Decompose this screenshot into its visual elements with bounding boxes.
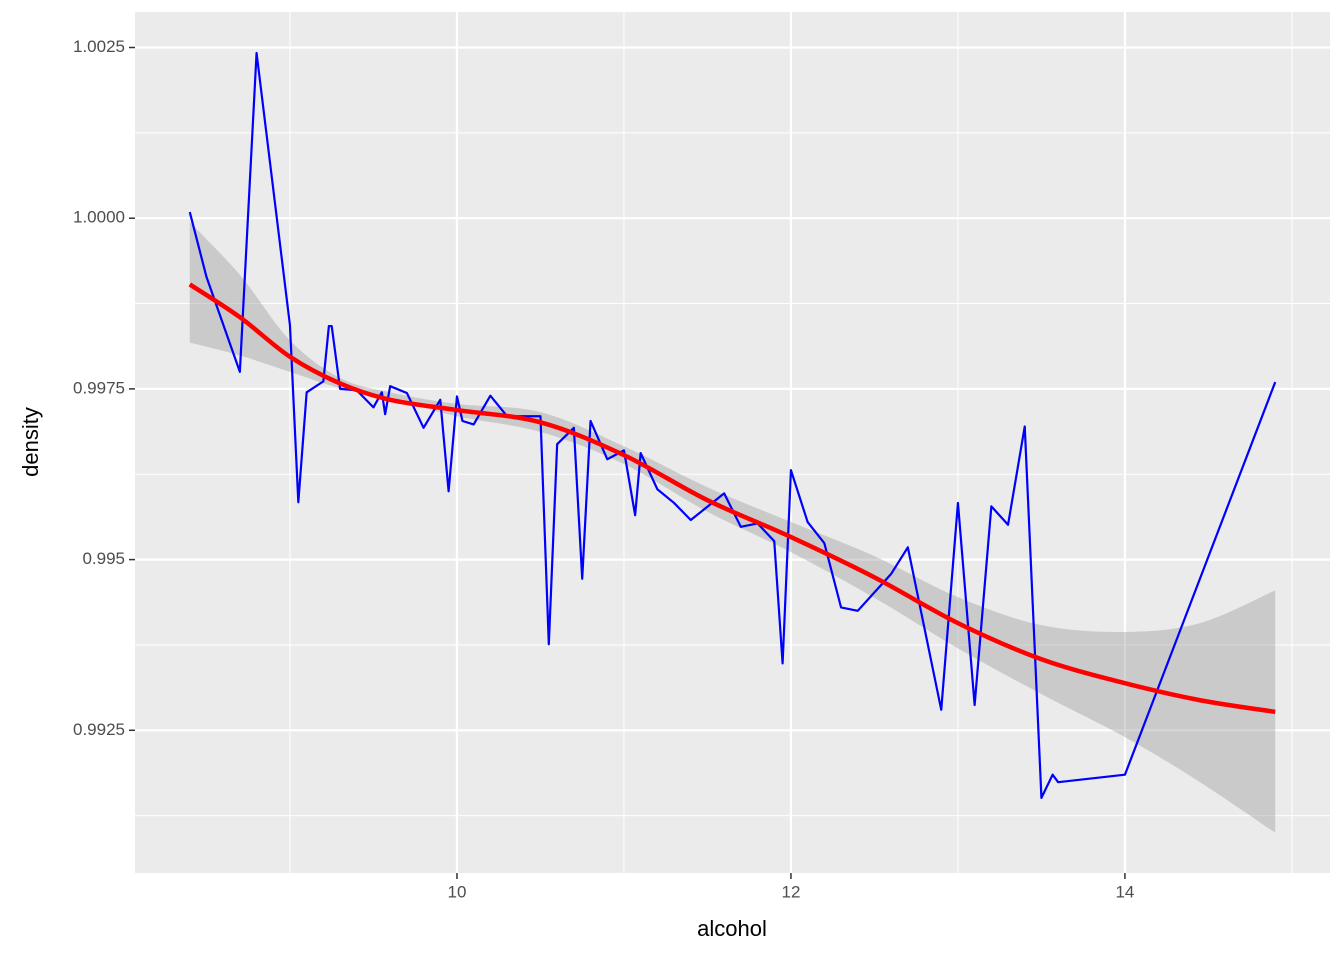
smooth-line — [188, 282, 1276, 715]
grid — [135, 12, 1330, 873]
x-axis-title: alcohol — [697, 916, 767, 941]
y-tick-label: 0.9925 — [73, 720, 125, 739]
y-tick-label: 1.0000 — [73, 208, 125, 227]
x-tick-label: 10 — [448, 882, 467, 901]
data-line — [188, 51, 1277, 799]
marks — [188, 51, 1277, 833]
y-tick-label: 0.995 — [82, 549, 125, 568]
x-tick-label: 14 — [1115, 882, 1134, 901]
y-tick-label: 0.9975 — [73, 378, 125, 397]
y-tick-label: 1.0025 — [73, 37, 125, 56]
axes: 10 12 14 1.0025 1.0000 0.9975 0.995 0.9925 — [73, 37, 1134, 901]
x-tick-label: 12 — [781, 882, 800, 901]
y-axis-title: density — [18, 407, 43, 477]
